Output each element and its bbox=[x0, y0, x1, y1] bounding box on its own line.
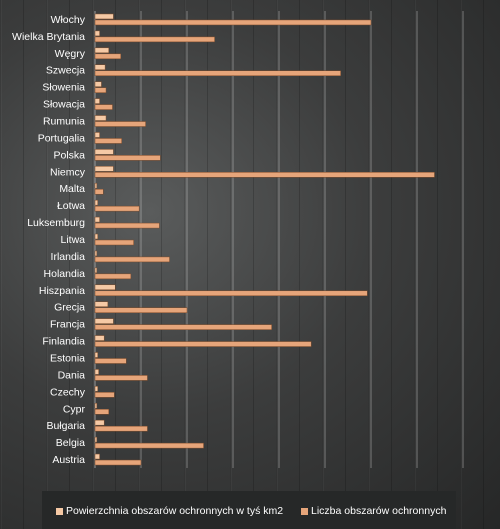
bar-count bbox=[94, 375, 148, 381]
bar-count bbox=[94, 172, 435, 178]
legend: Powierzchnia obszarów ochronnych w tyś k… bbox=[42, 491, 456, 529]
bar-count bbox=[94, 138, 122, 144]
bar-area bbox=[94, 233, 99, 240]
category-label: Estonia bbox=[50, 352, 85, 364]
bar-area bbox=[94, 81, 102, 87]
legend-swatch-count bbox=[301, 507, 308, 515]
category-label: Finlandia bbox=[42, 336, 85, 348]
bar-area bbox=[94, 403, 98, 409]
bar-area bbox=[94, 436, 98, 443]
category-label: Szwecja bbox=[46, 65, 85, 77]
bar-area bbox=[94, 267, 98, 274]
bar-area bbox=[94, 47, 110, 54]
bar-count bbox=[94, 87, 107, 93]
category-label: Malta bbox=[59, 183, 85, 195]
bar-count bbox=[94, 307, 188, 313]
category-label: Belgia bbox=[56, 437, 85, 449]
category-label: Holandia bbox=[44, 268, 86, 280]
bar-area bbox=[94, 13, 114, 20]
category-label: Dania bbox=[58, 369, 86, 381]
category-label: Rumunia bbox=[43, 116, 85, 128]
bar-count bbox=[94, 324, 272, 330]
bar-area bbox=[94, 199, 99, 206]
category-label: Bułgaria bbox=[46, 420, 85, 432]
category-label: Słowacja bbox=[43, 99, 85, 111]
category-label: Polska bbox=[53, 149, 85, 161]
bar-area bbox=[94, 166, 114, 172]
legend-item-area: Powierzchnia obszarów ochronnych w tyś k… bbox=[56, 505, 283, 517]
bar-count bbox=[94, 104, 113, 110]
bar-count bbox=[94, 409, 110, 415]
category-label: Włochy bbox=[51, 14, 86, 26]
bar-count bbox=[94, 36, 215, 43]
legend-item-count: Liczba obszarów ochronnych bbox=[301, 505, 446, 517]
bar-area bbox=[94, 284, 116, 291]
bar-count bbox=[94, 341, 312, 347]
category-label: Irlandia bbox=[51, 251, 86, 263]
legend-swatch-area bbox=[56, 507, 63, 515]
category-label: Litwa bbox=[60, 234, 85, 246]
bar-count bbox=[94, 459, 142, 466]
bar-area bbox=[94, 352, 99, 358]
bar-area bbox=[94, 301, 109, 307]
category-label: Hiszpania bbox=[39, 285, 85, 297]
category-label: Portugalia bbox=[38, 132, 85, 144]
bar-count bbox=[94, 442, 204, 449]
bar-count bbox=[94, 19, 372, 26]
bar-count bbox=[94, 188, 104, 195]
bar-count bbox=[94, 273, 132, 280]
bar-area bbox=[94, 132, 100, 138]
bar-area bbox=[94, 386, 99, 392]
category-label: Łotwa bbox=[57, 200, 85, 212]
category-label: Czechy bbox=[50, 386, 86, 398]
bar-area bbox=[94, 115, 107, 121]
bar-count bbox=[94, 358, 127, 364]
category-label: Francja bbox=[50, 319, 85, 331]
bar-area bbox=[94, 369, 99, 375]
category-label: Austria bbox=[52, 454, 85, 466]
bar-area bbox=[94, 335, 105, 341]
bar-area bbox=[94, 30, 100, 37]
legend-label-area: Powierzchnia obszarów ochronnych w tyś k… bbox=[66, 505, 284, 517]
bar-count bbox=[94, 205, 140, 212]
category-label: Grecja bbox=[54, 302, 85, 314]
bar-area bbox=[94, 64, 106, 70]
bar-area bbox=[94, 98, 100, 104]
category-label: Cypr bbox=[63, 403, 86, 415]
bar-area bbox=[94, 318, 114, 324]
bar-area bbox=[94, 419, 105, 426]
bar-area bbox=[94, 216, 100, 223]
category-label: Węgry bbox=[55, 48, 86, 60]
bar-area bbox=[94, 149, 114, 155]
bar-count bbox=[94, 53, 122, 60]
category-label: Słowenia bbox=[42, 82, 85, 94]
bar-count bbox=[94, 121, 146, 127]
bar-count bbox=[94, 425, 148, 432]
legend-label-count: Liczba obszarów ochronnych bbox=[311, 505, 447, 517]
category-label: Niemcy bbox=[50, 166, 86, 178]
bar-count bbox=[94, 239, 134, 246]
bar-area bbox=[94, 250, 98, 257]
bar-count bbox=[94, 70, 341, 76]
category-label: Wielka Brytania bbox=[12, 31, 85, 43]
bar-count bbox=[94, 256, 170, 263]
bar-area bbox=[94, 453, 100, 460]
category-label: Luksemburg bbox=[27, 217, 85, 229]
bar-count bbox=[94, 392, 115, 398]
bar-count bbox=[94, 155, 161, 161]
bar-count bbox=[94, 290, 368, 297]
bar-area bbox=[94, 182, 98, 189]
bar-count bbox=[94, 222, 160, 229]
